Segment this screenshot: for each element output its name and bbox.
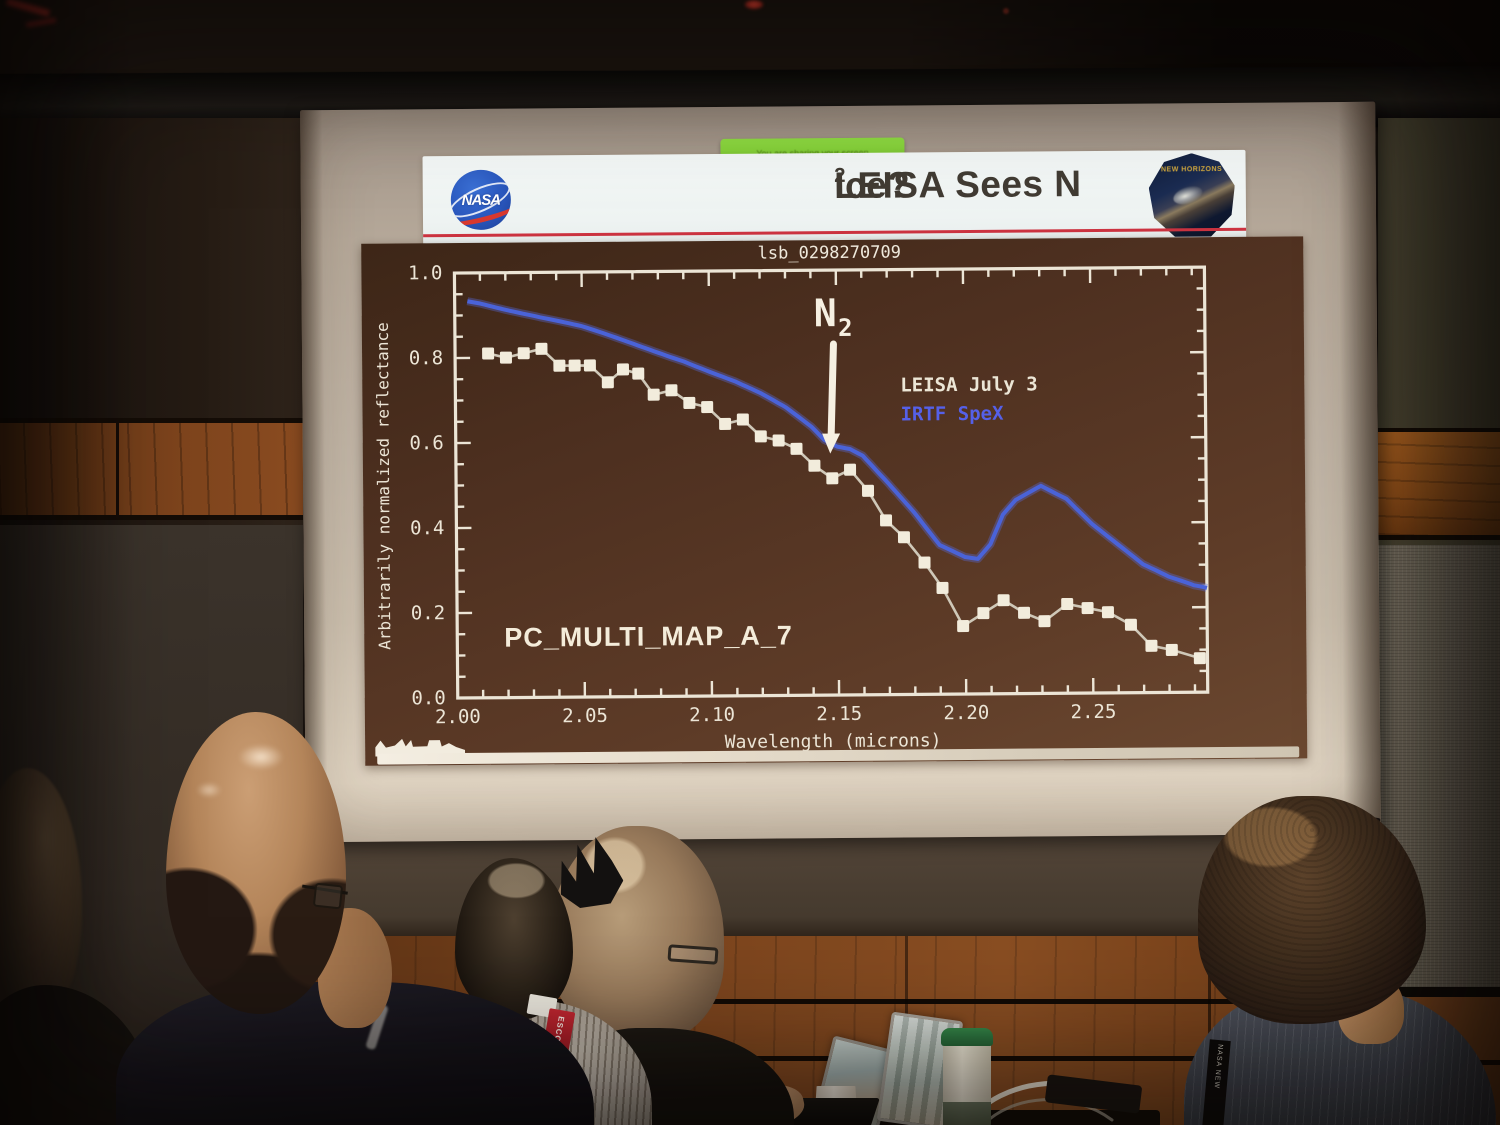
travel-tumbler [941,1028,993,1125]
series-irtf [466,297,1208,592]
svg-text:2.10: 2.10 [689,704,735,726]
svg-text:2.15: 2.15 [816,703,862,725]
svg-text:1.0: 1.0 [408,262,442,284]
svg-text:2.25: 2.25 [1071,701,1117,723]
svg-text:0.2: 0.2 [411,602,445,624]
svg-text:Arbitrarily normalized reflect: Arbitrarily normalized reflectance [373,322,395,650]
nasa-wordmark: NASA [461,191,501,209]
svg-text:0.8: 0.8 [409,347,443,369]
svg-text:0.6: 0.6 [409,432,443,454]
svg-text:lsb_0298270709: lsb_0298270709 [758,243,901,264]
projection-screen: You are sharing your screen NASA LEISA S… [300,101,1381,843]
badge-spacecraft-art [1171,183,1205,208]
screen-edge-shadow-right [1338,101,1381,835]
svg-text:2.05: 2.05 [562,705,608,727]
wood-seam [295,999,1385,1004]
svg-text:2.20: 2.20 [943,702,989,724]
new-horizons-badge-icon: NEW HORIZONS [1149,153,1236,240]
svg-text:0.0: 0.0 [411,687,445,709]
svg-text:Wavelength (microns): Wavelength (microns) [725,730,942,753]
x-axis-label: Wavelength (microns) [725,730,942,753]
svg-text:2.00: 2.00 [435,706,481,728]
y-axis-label: Arbitrarily normalized reflectance [373,322,395,650]
audience-right-hair [1198,796,1426,1024]
header-red-rule [423,227,1247,238]
ceiling-red-light-small [1003,8,1009,14]
left-wood-seam [116,420,119,518]
svg-text:0.4: 0.4 [410,517,444,539]
head-highlight-2 [196,782,222,798]
axis-tick-labels: 2.00 2.05 2.10 2.15 2.20 2.25 0.0 0.2 0.4 0.6 0.8 1… [408,262,1117,728]
chart-legend: LEISA July 3 IRTF SpeX [900,373,1037,426]
lanyard-text: NASA NEW [1212,1043,1224,1090]
svg-text:N: N [814,291,837,335]
audience-right-hair-texture [1198,796,1426,1024]
ceiling-red-light [745,0,763,9]
axis-ticks [453,265,1208,700]
badge-text: NEW HORIZONS [1160,165,1223,174]
screen-edge-shadow-left [300,110,328,843]
svg-text:LEISA July 3: LEISA July 3 [900,373,1037,396]
spectral-chart: 2.00 2.05 2.10 2.15 2.20 2.25 0.0 0.2 0.4 0.6 0.8 1… [373,243,1210,753]
right-wall-wood-band [1378,428,1500,540]
right-wall-seam [1378,987,1500,997]
svg-text:IRTF SpeX: IRTF SpeX [900,403,1004,426]
head-highlight [238,744,284,770]
leisa-markers [482,342,1206,665]
plot-title: lsb_0298270709 [758,243,901,264]
svg-text:PC_MULTI_MAP_A_7: PC_MULTI_MAP_A_7 [504,620,793,652]
audience-center-head [455,858,573,1020]
series-leisa [487,347,1201,660]
svg-text:2: 2 [838,314,853,342]
tumbler-print [943,1102,991,1125]
nasa-logo-icon: NASA [450,169,512,231]
tumbler-lid [941,1028,993,1046]
audience-woman-glasses [667,944,719,965]
glasses-lens [312,882,344,910]
plot-watermark: PC_MULTI_MAP_A_7 [504,620,793,652]
left-wall-wood-band [0,418,303,520]
audience-woman-face [642,902,728,1034]
spectral-plot-panel: 2.00 2.05 2.10 2.15 2.20 2.25 0.0 0.2 0.4 0.6 0.8 1… [361,236,1308,766]
